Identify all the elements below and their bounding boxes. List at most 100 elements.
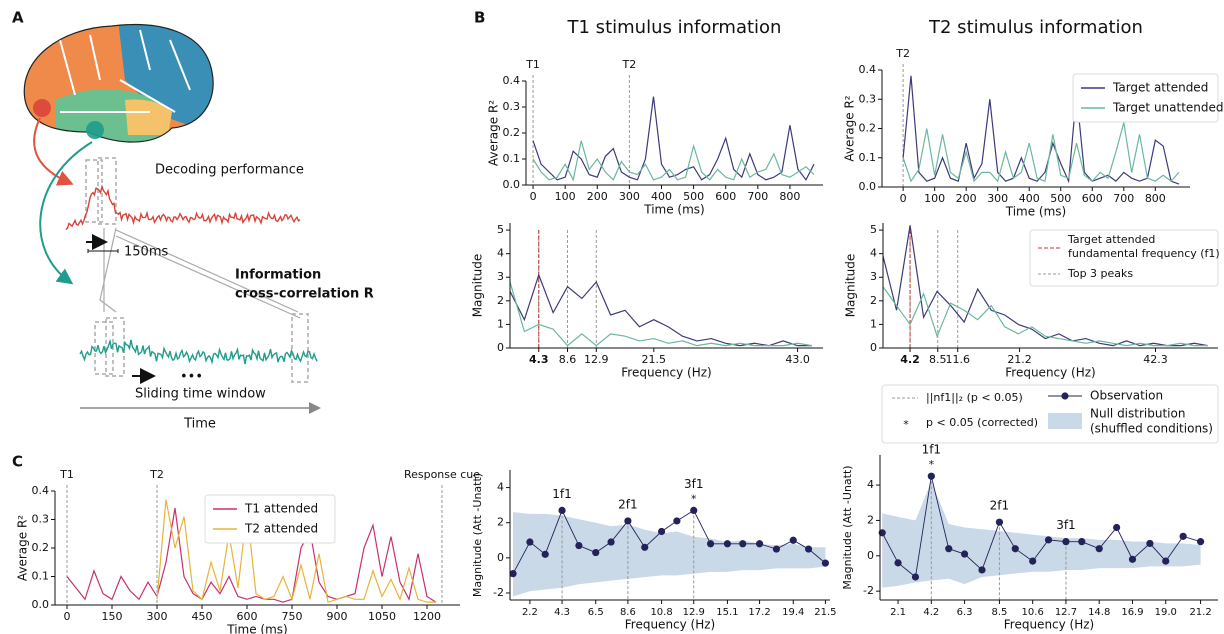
y-tick-label: 2: [867, 513, 874, 526]
legend-swatch: [1061, 392, 1069, 400]
y-axis-label: Magnitude: [471, 254, 485, 318]
x-tick-label: 10.6: [1022, 607, 1044, 618]
harmonic-label: 2f1: [618, 497, 638, 511]
observation-point: [755, 540, 764, 548]
legend-box: [1072, 73, 1219, 123]
x-tick-label: 43.0: [785, 353, 810, 366]
series-line: [882, 225, 1208, 347]
legend-label: Top 3 peaks: [1067, 267, 1133, 280]
x-tick-label: 300: [147, 610, 168, 623]
observation-point: [1044, 536, 1053, 544]
x-tick-label: 500: [683, 190, 704, 203]
observation-point: [960, 550, 969, 558]
series-line: [509, 273, 812, 347]
x-tick-label: 12.9: [683, 607, 705, 618]
null-band: [882, 481, 1201, 588]
observation-point: [1162, 557, 1170, 565]
observation-point: [995, 518, 1004, 526]
observation-point: [911, 573, 920, 581]
significance-star: *: [691, 492, 697, 505]
x-tick-label: 2.1: [890, 607, 906, 618]
y-tick-label: 0.2: [859, 122, 877, 135]
y-tick-label: 0.4: [859, 63, 877, 76]
observation-point: [789, 536, 797, 544]
harmonic-label: 1f1: [922, 443, 942, 457]
window-box: [85, 157, 309, 383]
x-tick-label: 8.5: [929, 353, 947, 366]
y-tick-label: 4: [497, 247, 504, 260]
null-band: [513, 512, 826, 597]
observation-point: [1029, 557, 1037, 565]
x-tick-label: 750: [282, 610, 303, 623]
observation-point: [821, 559, 830, 567]
legend-label: ||nf1||₂ (p < 0.05): [926, 391, 1023, 404]
observation-point: [1113, 523, 1121, 532]
series-line: [881, 476, 1201, 578]
diagram-label: cross-correlation R: [235, 287, 374, 302]
observation-point: [945, 545, 953, 553]
legend-box: [1029, 229, 1219, 287]
panel-label: C: [12, 453, 23, 471]
x-tick-label: 17.2: [748, 607, 770, 618]
y-tick-label: 1: [497, 317, 504, 330]
y-tick-label: 0.2: [32, 541, 50, 554]
brain: [23, 23, 214, 143]
y-tick-label: 0.1: [32, 570, 50, 583]
x-tick-label: 4.3: [529, 353, 549, 366]
legend-label: Target attended: [1067, 233, 1155, 246]
x-axis-label: Frequency (Hz): [1005, 366, 1096, 380]
x-tick-label: 800: [779, 190, 800, 203]
x-axis-label: Time (ms): [226, 623, 288, 634]
event-label: T2: [149, 468, 164, 481]
x-tick-label: 42.3: [1143, 353, 1168, 366]
x-tick-label: 21.5: [642, 353, 667, 366]
x-tick-label: 200: [587, 190, 608, 203]
observation-point: [1179, 532, 1187, 540]
x-tick-label: 200: [956, 192, 977, 205]
y-tick-label: 0.3: [859, 92, 877, 105]
diagram-label: 150ms: [124, 245, 168, 260]
diagram-label: •••: [180, 370, 203, 385]
chart-title: T2 stimulus information: [928, 17, 1143, 38]
legend-label: T1 attended: [244, 502, 318, 516]
observation-point: [1078, 538, 1086, 546]
observation-point: [739, 540, 747, 548]
y-tick-label: 2: [497, 294, 504, 307]
y-tick-label: 0: [867, 549, 874, 562]
x-tick-label: 12.9: [584, 353, 609, 366]
panel-label: A: [12, 9, 24, 27]
x-tick-label: 600: [237, 610, 258, 623]
event-label: T1: [59, 468, 74, 481]
observation-point: [592, 548, 600, 557]
x-tick-label: 4.2: [923, 607, 939, 618]
y-axis-label: Magnitude (Att -Unatt): [841, 465, 854, 589]
observation-point: [978, 566, 986, 574]
observation-point: [804, 545, 813, 553]
x-tick-label: 10.8: [650, 607, 672, 618]
x-tick-label: 8.5: [991, 607, 1007, 618]
observation-point: [607, 538, 615, 546]
y-tick-label: 0.3: [32, 513, 50, 526]
y-tick-label: 3: [497, 270, 504, 283]
scale-bar: [87, 249, 119, 253]
y-tick-label: 4: [867, 478, 874, 491]
x-axis-label: Frequency (Hz): [1004, 618, 1095, 632]
y-tick-label: 0.2: [503, 126, 521, 139]
x-tick-label: 300: [987, 192, 1008, 205]
y-tick-label: 5: [497, 223, 504, 236]
x-tick-label: 2.2: [522, 607, 538, 618]
y-tick-label: 0.4: [503, 74, 521, 87]
legend-swatch: [1048, 413, 1082, 429]
series-line: [902, 75, 1180, 185]
legend-star: *: [903, 418, 909, 431]
observation-point: [509, 570, 517, 578]
diagram-label: Information: [235, 268, 321, 283]
y-tick-label: 0.0: [859, 180, 877, 193]
y-tick-label: 0.0: [503, 178, 521, 191]
legend-label: Observation: [1090, 389, 1163, 403]
x-tick-label: 6.5: [588, 607, 604, 618]
x-tick-label: 1050: [368, 610, 396, 623]
x-tick-label: 19.4: [782, 607, 804, 618]
significance-star: *: [929, 458, 935, 471]
